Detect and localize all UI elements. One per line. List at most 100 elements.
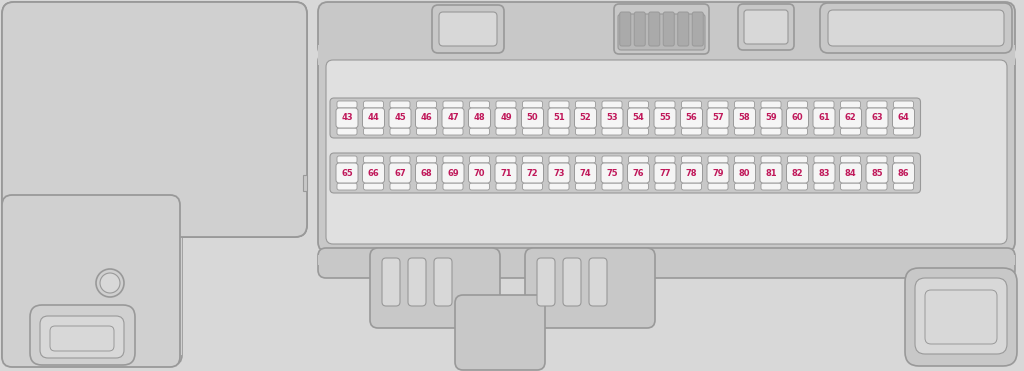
FancyBboxPatch shape [654,108,676,128]
FancyBboxPatch shape [496,101,516,108]
Text: 66: 66 [368,168,379,177]
Text: 58: 58 [738,114,751,122]
FancyBboxPatch shape [841,156,860,163]
FancyBboxPatch shape [521,108,544,128]
FancyBboxPatch shape [655,101,675,108]
FancyBboxPatch shape [417,156,436,163]
FancyBboxPatch shape [2,2,307,237]
FancyBboxPatch shape [318,2,1015,57]
Text: 83: 83 [818,168,829,177]
FancyBboxPatch shape [434,258,452,306]
FancyBboxPatch shape [326,60,1007,244]
FancyBboxPatch shape [408,258,426,306]
Bar [2,12,307,230]
Text: 64: 64 [898,114,909,122]
FancyBboxPatch shape [574,163,597,183]
FancyBboxPatch shape [614,4,709,54]
FancyBboxPatch shape [787,101,808,108]
Text: 74: 74 [580,168,591,177]
FancyBboxPatch shape [628,108,649,128]
FancyBboxPatch shape [654,163,676,183]
FancyBboxPatch shape [761,156,781,163]
FancyBboxPatch shape [867,183,887,190]
FancyBboxPatch shape [601,108,623,128]
FancyBboxPatch shape [443,183,463,190]
FancyBboxPatch shape [905,268,1017,366]
FancyBboxPatch shape [814,101,834,108]
FancyBboxPatch shape [761,101,781,108]
FancyBboxPatch shape [337,128,357,135]
Text: 72: 72 [526,168,539,177]
FancyBboxPatch shape [707,163,729,183]
FancyBboxPatch shape [549,183,569,190]
FancyBboxPatch shape [894,128,913,135]
FancyBboxPatch shape [432,5,504,53]
Text: 56: 56 [686,114,697,122]
FancyBboxPatch shape [649,12,659,46]
FancyBboxPatch shape [330,98,921,138]
FancyBboxPatch shape [522,101,543,108]
Text: 68: 68 [421,168,432,177]
FancyBboxPatch shape [563,258,581,306]
FancyBboxPatch shape [602,128,622,135]
FancyBboxPatch shape [496,128,516,135]
Text: 76: 76 [633,168,644,177]
FancyBboxPatch shape [2,2,307,237]
FancyBboxPatch shape [733,163,756,183]
Text: 55: 55 [659,114,671,122]
FancyBboxPatch shape [549,156,569,163]
FancyBboxPatch shape [602,183,622,190]
FancyBboxPatch shape [602,156,622,163]
FancyBboxPatch shape [443,101,463,108]
FancyBboxPatch shape [417,128,436,135]
Text: 81: 81 [765,168,777,177]
FancyBboxPatch shape [786,108,809,128]
Text: 44: 44 [368,114,379,122]
FancyBboxPatch shape [416,163,437,183]
FancyBboxPatch shape [664,12,674,46]
FancyBboxPatch shape [708,156,728,163]
FancyBboxPatch shape [469,101,489,108]
FancyBboxPatch shape [525,248,655,328]
FancyBboxPatch shape [364,156,384,163]
FancyBboxPatch shape [575,128,596,135]
Bar [318,45,1015,65]
FancyBboxPatch shape [389,163,411,183]
Text: 84: 84 [845,168,856,177]
FancyBboxPatch shape [337,156,357,163]
FancyBboxPatch shape [601,163,623,183]
Circle shape [100,273,120,293]
FancyBboxPatch shape [787,128,808,135]
FancyBboxPatch shape [894,156,913,163]
FancyBboxPatch shape [455,295,545,370]
FancyBboxPatch shape [813,108,835,128]
FancyBboxPatch shape [681,163,702,183]
FancyBboxPatch shape [629,128,648,135]
FancyBboxPatch shape [681,108,702,128]
FancyBboxPatch shape [841,183,860,190]
FancyBboxPatch shape [738,4,794,50]
FancyBboxPatch shape [733,108,756,128]
Circle shape [96,269,124,297]
FancyBboxPatch shape [602,101,622,108]
FancyBboxPatch shape [521,163,544,183]
FancyBboxPatch shape [761,128,781,135]
Text: 67: 67 [394,168,406,177]
FancyBboxPatch shape [496,183,516,190]
FancyBboxPatch shape [620,12,631,46]
FancyBboxPatch shape [330,153,921,193]
FancyBboxPatch shape [390,156,410,163]
FancyBboxPatch shape [362,163,384,183]
Text: 65: 65 [341,168,353,177]
FancyBboxPatch shape [575,183,596,190]
Text: 45: 45 [394,114,406,122]
FancyBboxPatch shape [495,108,517,128]
FancyBboxPatch shape [760,108,782,128]
Text: 48: 48 [474,114,485,122]
FancyBboxPatch shape [787,156,808,163]
Text: 52: 52 [580,114,592,122]
FancyBboxPatch shape [362,108,384,128]
FancyBboxPatch shape [682,183,701,190]
Text: 53: 53 [606,114,617,122]
FancyBboxPatch shape [893,108,914,128]
